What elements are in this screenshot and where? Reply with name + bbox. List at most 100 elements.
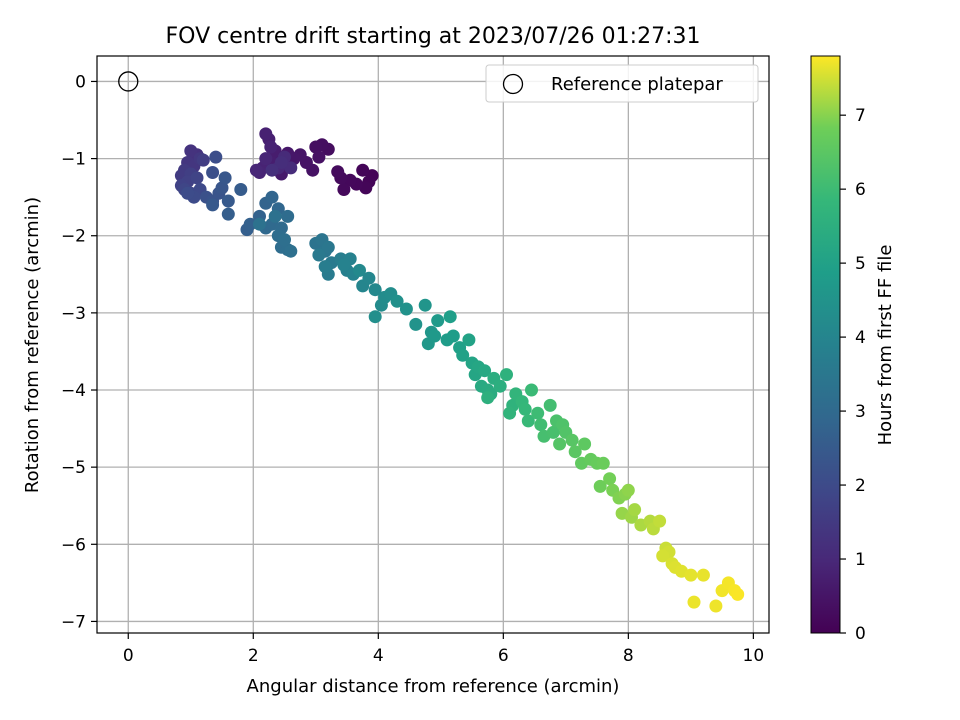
y-tick-label: −3 — [61, 304, 86, 324]
data-point — [353, 263, 366, 277]
data-point — [321, 240, 335, 254]
data-point — [209, 150, 223, 164]
y-tick-label: −1 — [61, 150, 86, 170]
data-point — [653, 514, 667, 528]
data-point — [281, 209, 295, 223]
data-point — [578, 437, 592, 451]
y-axis-ticks: 0 −1 −2 −3 −4 −5 −6 −7 — [61, 72, 97, 632]
data-point — [534, 418, 548, 432]
data-point — [546, 425, 560, 439]
colorbar-tick-label: 6 — [855, 180, 866, 200]
data-point — [368, 283, 382, 297]
data-point — [731, 587, 745, 601]
data-point — [221, 207, 235, 221]
data-point — [621, 483, 635, 497]
x-tick-label: 6 — [498, 646, 509, 666]
data-point — [543, 398, 557, 412]
reference-platepar-marker — [118, 71, 139, 92]
colorbar-tick-label: 5 — [855, 254, 866, 274]
data-point — [628, 503, 642, 517]
x-tick-label: 8 — [623, 646, 634, 666]
data-point — [309, 140, 323, 154]
x-axis-ticks: 0 2 4 6 8 10 — [123, 633, 764, 666]
x-axis-label: Angular distance from reference (arcmin) — [247, 676, 620, 697]
data-point — [687, 595, 701, 609]
x-tick-label: 10 — [743, 646, 765, 666]
data-point — [274, 156, 288, 169]
data-point — [493, 379, 507, 393]
reference-point — [118, 71, 139, 92]
data-point — [443, 310, 457, 324]
data-point — [696, 568, 710, 582]
data-point — [500, 368, 513, 382]
data-point — [428, 329, 442, 343]
colorbar-tick-label: 3 — [855, 402, 866, 422]
data-point — [264, 140, 278, 154]
y-tick-label: −5 — [61, 458, 86, 478]
chart-title: FOV centre drift starting at 2023/07/26 … — [166, 24, 701, 49]
plot-frame — [96, 55, 770, 634]
data-point — [596, 456, 610, 470]
data-point — [268, 209, 282, 223]
data-point — [259, 127, 273, 141]
data-point — [656, 549, 670, 563]
data-point — [593, 479, 607, 493]
data-point — [603, 472, 617, 486]
legend-box — [485, 64, 759, 103]
y-tick-label: −6 — [61, 535, 86, 555]
y-axis-label: Rotation from reference (arcmin) — [22, 197, 43, 493]
colorbar — [810, 55, 841, 634]
colorbar-ticks: 0 1 2 3 4 5 6 7 — [840, 106, 866, 644]
data-point — [234, 183, 248, 196]
x-tick-label: 4 — [373, 646, 384, 666]
data-point — [284, 244, 298, 258]
colorbar-label: Hours from first FF file — [875, 245, 896, 446]
data-point — [456, 348, 470, 362]
data-point — [218, 171, 232, 185]
data-point — [259, 152, 273, 166]
colorbar-tick-label: 7 — [855, 106, 866, 126]
data-point — [362, 271, 376, 285]
y-tick-label: 0 — [75, 72, 86, 92]
data-point — [568, 445, 582, 459]
data-point — [446, 329, 460, 343]
data-point — [356, 163, 370, 177]
data-point — [521, 414, 535, 428]
data-point — [190, 171, 204, 185]
data-point — [221, 194, 235, 208]
data-point — [284, 161, 298, 175]
data-point — [265, 163, 279, 177]
data-point — [265, 190, 279, 204]
data-point — [337, 183, 351, 196]
data-point — [337, 258, 351, 272]
data-point — [181, 186, 195, 200]
data-point — [184, 144, 198, 158]
data-point — [481, 391, 495, 405]
data-point — [565, 433, 579, 447]
y-tick-label: −2 — [61, 227, 86, 247]
data-point — [431, 314, 445, 328]
data-point — [478, 364, 492, 378]
colorbar-tick-label: 1 — [855, 550, 866, 570]
colorbar-tick-label: 0 — [855, 624, 866, 644]
data-point — [503, 406, 517, 420]
data-point — [399, 302, 413, 316]
legend: Reference platepar — [485, 64, 759, 103]
data-point — [249, 163, 263, 177]
data-point — [462, 333, 476, 347]
data-point — [409, 317, 423, 331]
data-point — [278, 233, 291, 247]
data-point — [206, 198, 220, 212]
data-point — [253, 217, 266, 231]
data-point — [531, 406, 545, 420]
y-tick-label: −4 — [61, 381, 86, 401]
data-point — [331, 165, 345, 179]
data-point — [312, 150, 326, 164]
data-point — [709, 599, 723, 613]
legend-entry-reference: Reference platepar — [551, 74, 723, 95]
data-point — [196, 153, 210, 167]
data-point — [243, 217, 257, 231]
colorbar-tick-label: 4 — [855, 328, 866, 348]
